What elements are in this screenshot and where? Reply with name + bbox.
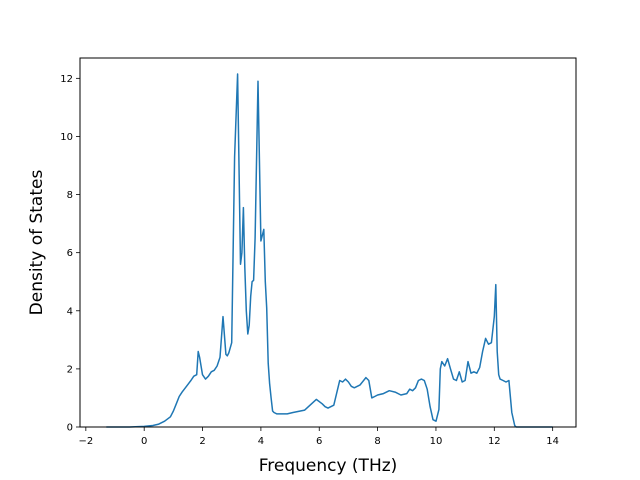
y-axis-ticks: 0 2 4 6 8 10 12	[60, 74, 80, 434]
y-tick-label: 0	[67, 423, 73, 434]
dos-series-line	[106, 73, 553, 428]
x-tick-label: 12	[488, 436, 501, 447]
x-tick-label: 14	[546, 436, 559, 447]
y-tick-label: 2	[67, 364, 73, 375]
y-tick-label: 8	[67, 190, 73, 201]
x-tick-label: −2	[78, 436, 93, 447]
plot-frame	[79, 57, 577, 428]
x-tick-label: 4	[258, 436, 264, 447]
x-tick-label: 2	[199, 436, 205, 447]
x-axis-label: Frequency (THz)	[259, 456, 398, 476]
plot-area	[106, 73, 553, 428]
y-axis-label: Density of States	[27, 170, 47, 316]
x-tick-label: 0	[141, 436, 147, 447]
x-tick-label: 8	[374, 436, 380, 447]
x-tick-label: 6	[316, 436, 322, 447]
x-axis-ticks: −2 0 2 4 6 8 10 12 14	[78, 427, 559, 447]
y-tick-label: 12	[60, 74, 73, 85]
y-tick-label: 4	[67, 306, 73, 317]
y-tick-label: 10	[60, 132, 73, 143]
x-tick-label: 10	[430, 436, 443, 447]
y-tick-label: 6	[67, 248, 73, 259]
